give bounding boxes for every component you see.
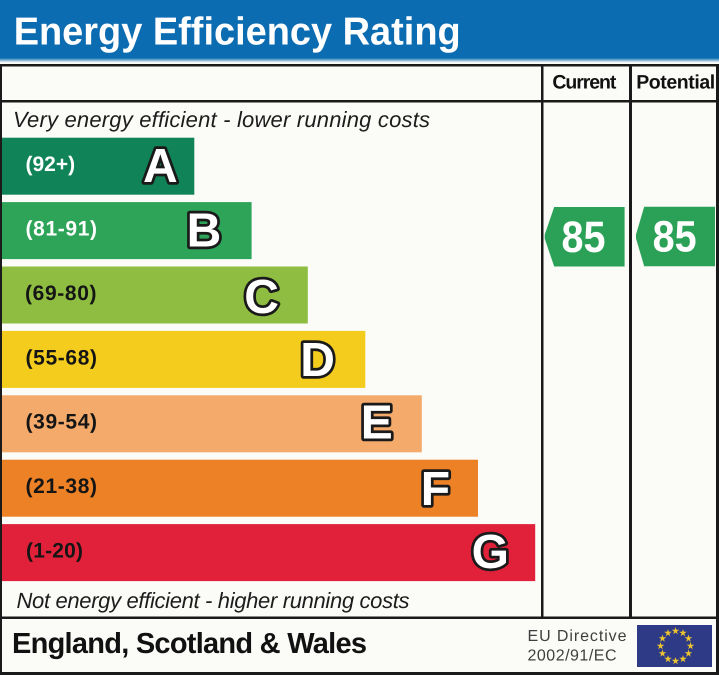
svg-text:England, Scotland & Wales: England, Scotland & Wales (12, 628, 367, 660)
svg-text:A: A (143, 140, 178, 193)
svg-text:(21-38): (21-38) (26, 475, 98, 498)
svg-text:85: 85 (562, 213, 606, 262)
svg-text:(1-20): (1-20) (26, 540, 83, 563)
svg-text:Very energy efficient - lower: Very energy efficient - lower running co… (13, 107, 430, 132)
svg-text:Not energy efficient - higher: Not energy efficient - higher running co… (17, 588, 410, 613)
svg-text:Energy Efficiency Rating: Energy Efficiency Rating (14, 11, 461, 54)
svg-text:EU Directive: EU Directive (528, 628, 627, 645)
svg-text:(55-68): (55-68) (26, 346, 98, 369)
svg-text:85: 85 (653, 213, 697, 262)
svg-text:C: C (244, 271, 279, 324)
svg-text:F: F (421, 463, 450, 516)
svg-text:(81-91): (81-91) (26, 218, 98, 241)
svg-text:B: B (187, 205, 222, 258)
svg-text:(69-80): (69-80) (25, 282, 97, 305)
svg-text:(92+): (92+) (26, 153, 76, 176)
svg-text:2002/91/EC: 2002/91/EC (528, 648, 617, 665)
svg-text:(39-54): (39-54) (26, 411, 98, 434)
svg-text:D: D (300, 334, 335, 387)
svg-text:Current: Current (552, 72, 617, 94)
svg-text:G: G (472, 526, 509, 579)
svg-text:E: E (361, 396, 393, 449)
svg-text:Potential: Potential (636, 72, 715, 94)
